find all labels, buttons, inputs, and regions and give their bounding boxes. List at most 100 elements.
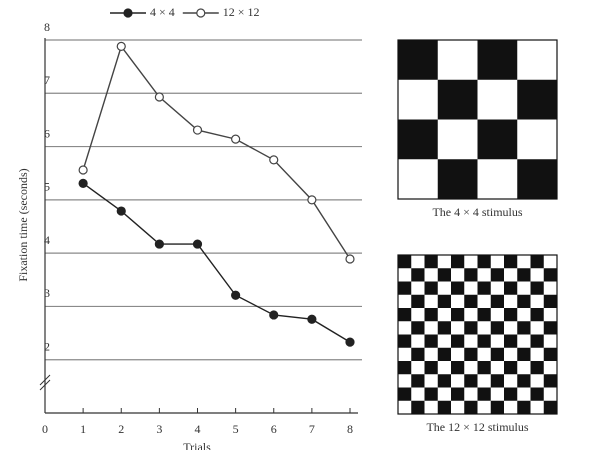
data-point: [116, 206, 126, 216]
checkerboard: [397, 254, 558, 415]
board-cell: [477, 387, 491, 401]
board-cell: [451, 255, 465, 269]
board-cell: [398, 40, 438, 80]
board-cell: [437, 268, 451, 282]
legend-label: 12 × 12: [223, 5, 260, 19]
board-cell: [437, 159, 478, 199]
data-point: [154, 239, 164, 249]
board-cell: [451, 334, 465, 348]
board-cell: [437, 79, 478, 120]
board-cell: [398, 255, 412, 269]
x-tick-label: 7: [309, 422, 315, 436]
data-point: [231, 134, 241, 144]
board-cell: [530, 334, 544, 348]
x-axis-label: Trials: [183, 440, 211, 450]
board-cell: [411, 294, 425, 308]
board-caption: The 4 × 4 stimulus: [432, 205, 522, 219]
board-cell: [530, 255, 544, 269]
board-cell: [517, 268, 531, 282]
board-caption: The 12 × 12 stimulus: [426, 420, 528, 434]
board-cell: [451, 281, 465, 295]
board-cell: [424, 281, 438, 295]
board-cell: [504, 387, 518, 401]
board-cell: [411, 268, 425, 282]
y-tick-label: 2: [44, 339, 50, 353]
board-border: [397, 254, 558, 415]
board-cell: [490, 374, 504, 388]
x-tick-label: 5: [233, 422, 239, 436]
board-cell: [504, 361, 518, 375]
board-cell: [477, 308, 491, 322]
board-border: [397, 39, 558, 200]
board-cell: [398, 308, 412, 322]
board-cell: [464, 321, 478, 335]
y-tick-label: 4: [44, 233, 50, 247]
board-cell: [477, 281, 491, 295]
board-cell: [543, 400, 557, 414]
board-cell: [517, 294, 531, 308]
board-cell: [504, 281, 518, 295]
board-cell: [543, 294, 557, 308]
y-tick-label: 5: [44, 180, 50, 194]
board-cell: [437, 400, 451, 414]
data-point: [269, 310, 279, 320]
legend-label: 4 × 4: [150, 5, 175, 19]
board-cell: [398, 281, 412, 295]
board-cell: [517, 400, 531, 414]
board-cell: [398, 387, 412, 401]
board-cell: [477, 40, 518, 80]
board-cell: [477, 255, 491, 269]
board-cell: [424, 255, 438, 269]
board-cell: [504, 308, 518, 322]
data-point: [78, 178, 88, 188]
board-cell: [464, 374, 478, 388]
board-cell: [398, 361, 412, 375]
board-cell: [451, 308, 465, 322]
data-point: [192, 125, 203, 135]
x-tick-label: 3: [156, 422, 162, 436]
board-cell: [437, 294, 451, 308]
series-line: [82, 44, 351, 260]
y-axis-label: Fixation time (seconds): [16, 168, 30, 281]
board-cell: [490, 321, 504, 335]
board-cell: [477, 334, 491, 348]
data-point: [231, 290, 241, 300]
board-cell: [451, 361, 465, 375]
board-cell: [530, 281, 544, 295]
board-cell: [504, 255, 518, 269]
y-tick-label: 3: [44, 286, 50, 300]
x-tick-label: 4: [195, 422, 201, 436]
data-point: [154, 92, 164, 102]
data-point: [78, 165, 88, 175]
board-cell: [411, 374, 425, 388]
board-cell: [477, 361, 491, 375]
series-line: [82, 182, 351, 343]
x-tick-label: 1: [80, 422, 86, 436]
board-cell: [437, 321, 451, 335]
board-cell: [464, 400, 478, 414]
board-cell: [437, 347, 451, 361]
legend-marker: [123, 8, 133, 18]
board-cell: [504, 334, 518, 348]
board-cell: [424, 361, 438, 375]
board-cell: [451, 387, 465, 401]
board-cell: [543, 374, 557, 388]
board-cell: [411, 400, 425, 414]
axis-break: [39, 374, 51, 386]
board-cell: [464, 294, 478, 308]
board-cell: [464, 268, 478, 282]
board-cell: [411, 347, 425, 361]
board-cell: [398, 334, 412, 348]
x-tick-label: 0: [42, 422, 48, 436]
y-tick-label: 8: [44, 20, 50, 34]
board-cell: [530, 387, 544, 401]
y-tick-label: 6: [44, 126, 50, 140]
board-cell: [398, 119, 438, 160]
board-cell: [517, 374, 531, 388]
checkerboard: [397, 39, 558, 200]
data-point: [307, 314, 317, 324]
board-cell: [530, 308, 544, 322]
x-tick-label: 2: [118, 422, 124, 436]
data-point: [345, 254, 355, 264]
